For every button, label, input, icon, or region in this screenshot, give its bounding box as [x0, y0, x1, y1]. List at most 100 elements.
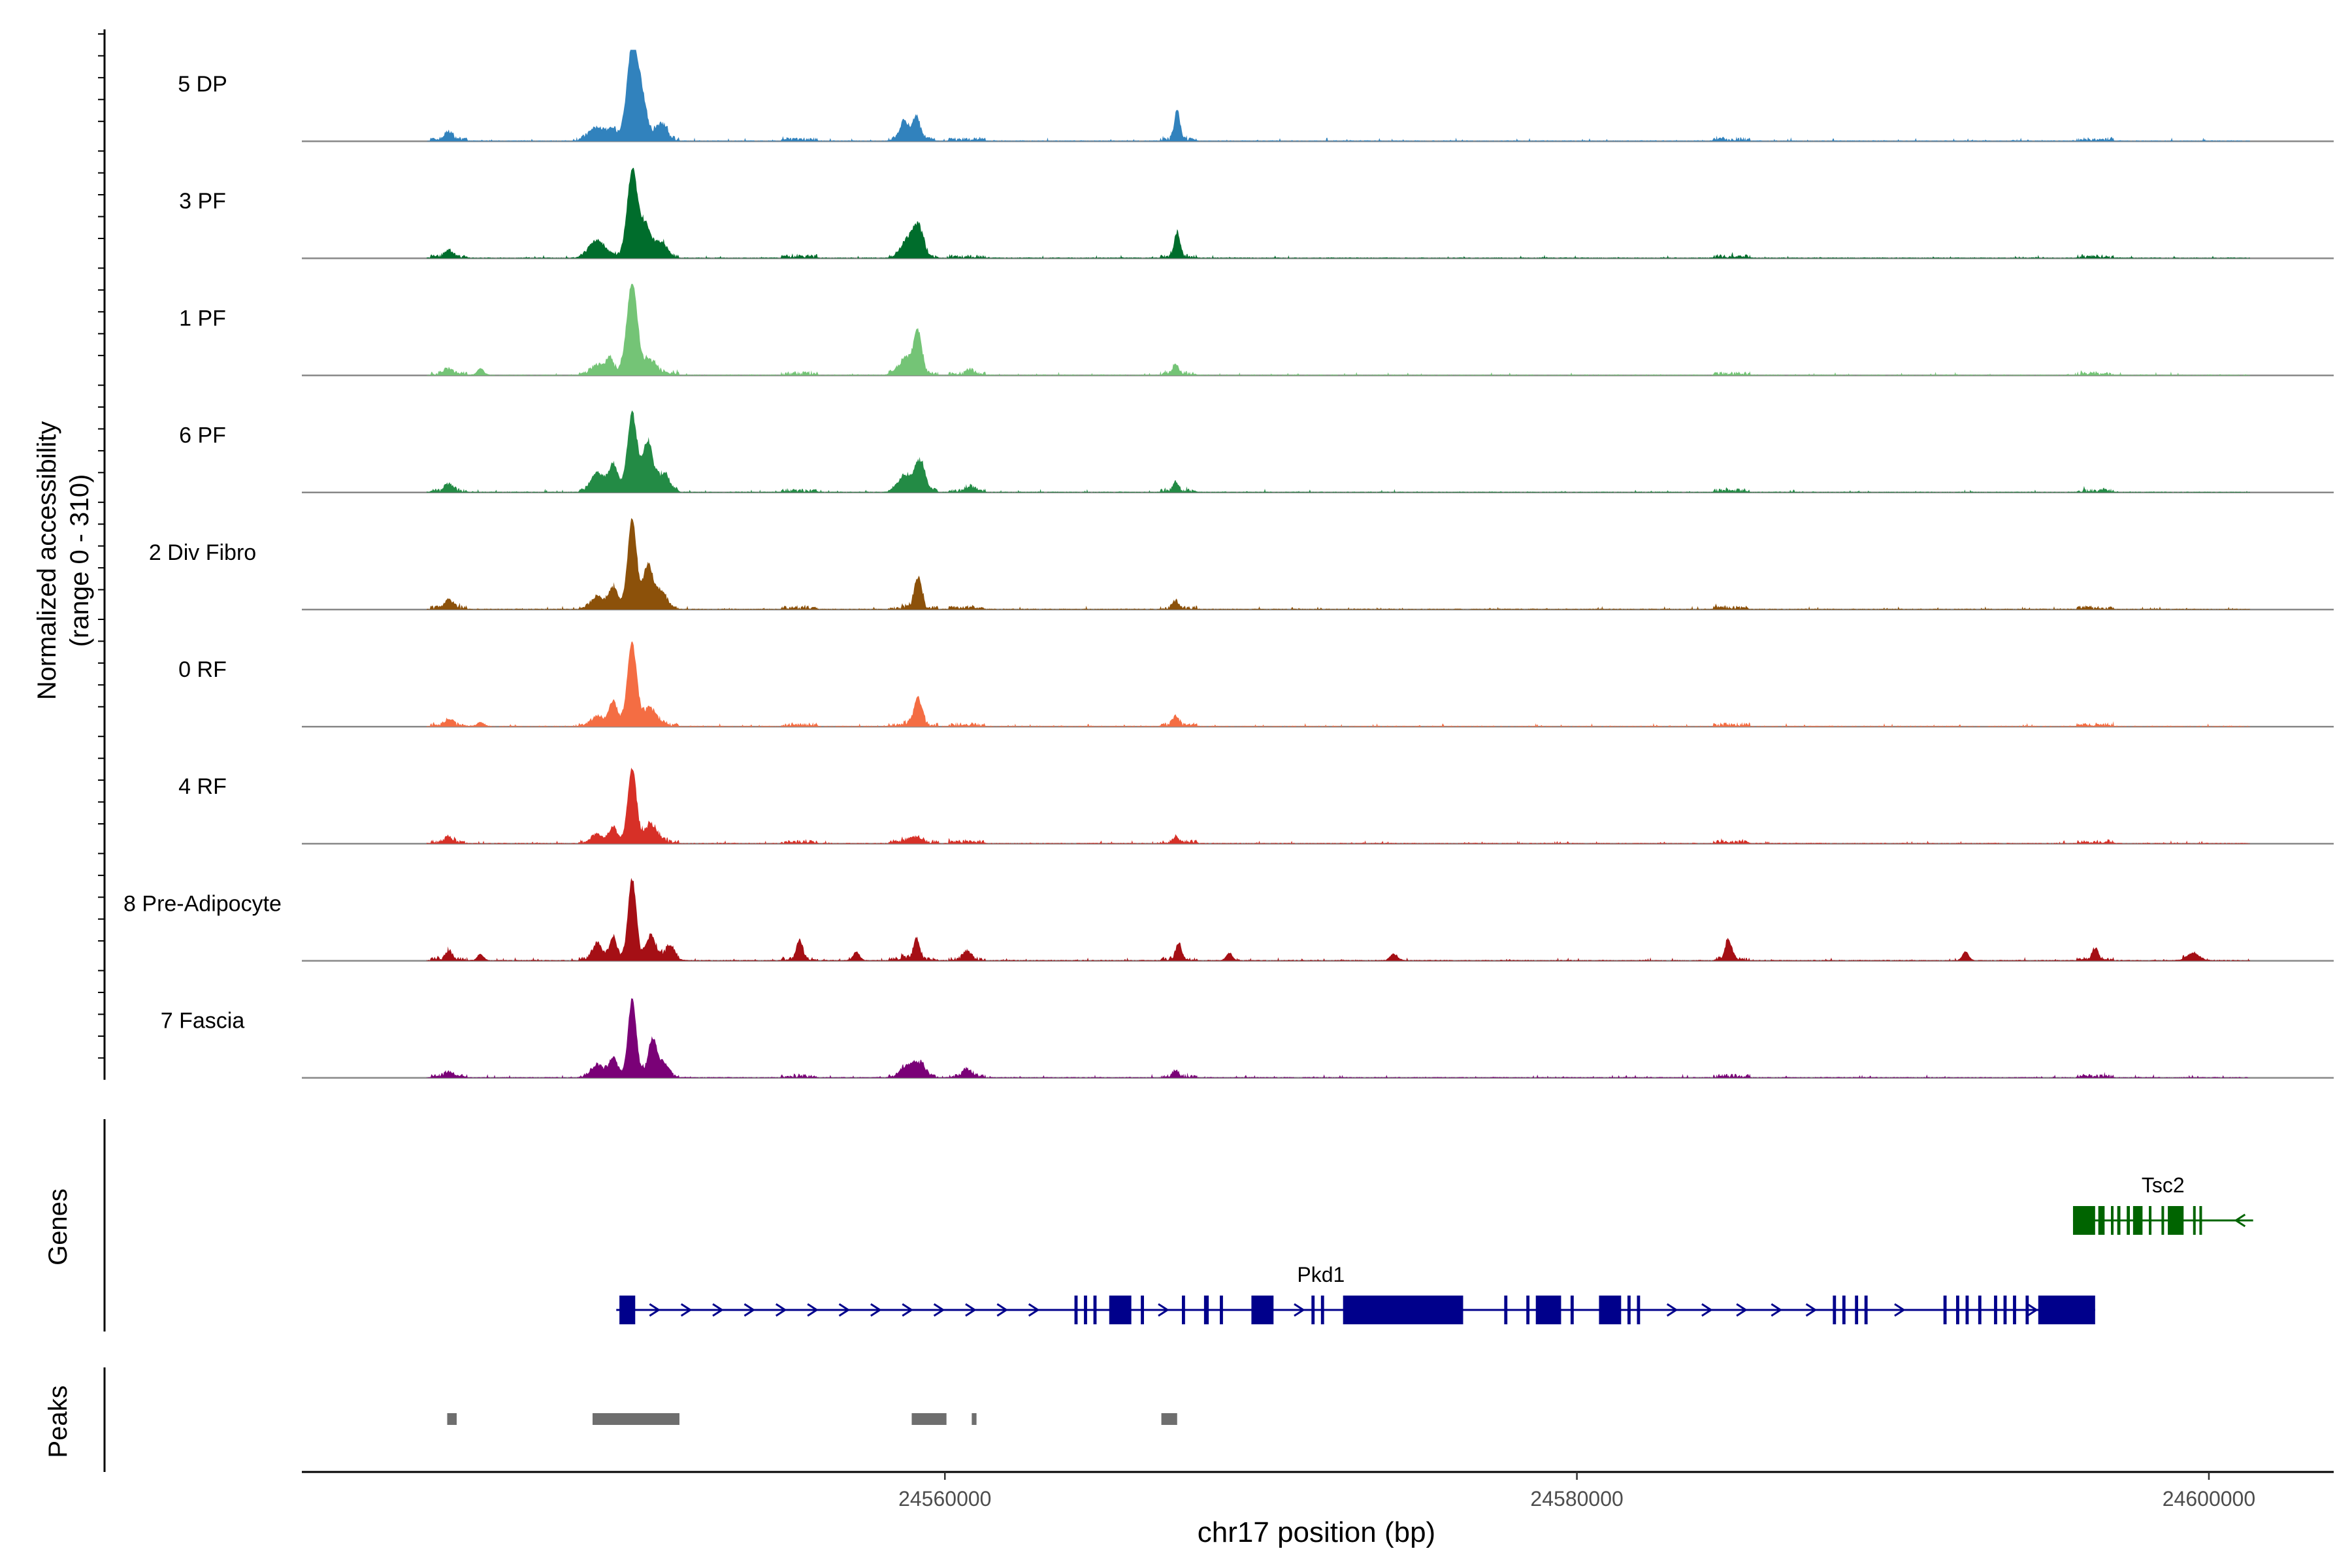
gene-exon — [1251, 1296, 1274, 1324]
gene-exon — [2132, 1206, 2143, 1235]
track-label: 5 DP — [178, 72, 227, 97]
track-label: 0 RF — [178, 657, 227, 682]
gene-strand-arrow — [1294, 1303, 1305, 1317]
gene-exon — [2168, 1206, 2184, 1235]
gene-strand-arrow — [649, 1303, 661, 1317]
gene-strand-arrow — [2027, 1303, 2038, 1317]
gene-exon — [1965, 1296, 1969, 1324]
gene-exon — [1109, 1296, 1132, 1324]
coverage-track: 0 RF — [178, 641, 2334, 728]
gene-strand-arrow — [1771, 1303, 1783, 1317]
coverage-area — [427, 50, 2250, 142]
coverage-area — [427, 410, 2250, 493]
x-axis: chr17 position (bp) 24560000 24580000 2460… — [302, 1471, 2334, 1548]
gene-exon — [2127, 1206, 2131, 1235]
gene-strand-arrow — [1736, 1303, 1748, 1317]
peak-region — [592, 1413, 679, 1425]
gene-strand-arrow — [2234, 1213, 2246, 1228]
gene-exon — [1599, 1296, 1622, 1324]
gene-label: Tsc2 — [2142, 1173, 2185, 1197]
coverage-area — [427, 518, 2250, 610]
gene-exon — [2038, 1296, 2095, 1324]
gene-exon — [1220, 1296, 1223, 1324]
gene-exon — [1570, 1296, 1574, 1324]
peak-region — [1161, 1413, 1177, 1425]
gene-track: Genes Tsc2 Pkd1 — [44, 1119, 2253, 1331]
gene-exon — [1956, 1296, 1959, 1324]
gene-strand-arrow — [1666, 1303, 1678, 1317]
gene-exon — [2072, 1206, 2095, 1235]
coverage-track: 2 Div Fibro — [149, 518, 2334, 611]
coverage-area — [427, 641, 2250, 727]
gene-exon — [1526, 1296, 1530, 1324]
gene: Pkd1 — [616, 1263, 2095, 1324]
y-axis-title: Normalized accessibility (range 0 - 310) — [33, 421, 94, 700]
gene-exon — [2098, 1206, 2105, 1235]
gene-strand-arrow — [1028, 1303, 1040, 1317]
gene-strand-arrow — [965, 1303, 977, 1317]
gene-strand-arrow — [1701, 1303, 1713, 1317]
gene-exon — [2111, 1206, 2114, 1235]
coverage-track: 8 Pre-Adipocyte — [123, 877, 2334, 962]
track-label: 4 RF — [178, 774, 227, 799]
gene-strand-arrow — [743, 1303, 756, 1317]
gene-exon — [1994, 1296, 1997, 1324]
track-label: 8 Pre-Adipocyte — [123, 891, 282, 916]
track-label: 1 PF — [179, 306, 226, 331]
peaks-track-label: Peaks — [44, 1385, 73, 1458]
gene-exon — [1504, 1296, 1508, 1324]
gene-strand-arrow — [933, 1303, 945, 1317]
gene-exon — [1320, 1296, 1324, 1324]
gene-exon — [1535, 1296, 1561, 1324]
coverage-area — [427, 167, 2250, 259]
gene-exon — [1855, 1296, 1859, 1324]
gene-strand-arrow — [1894, 1303, 1906, 1317]
coverage-area — [427, 767, 2250, 844]
gene-strand-arrow — [838, 1303, 851, 1317]
y-axis-title-line1: Normalized accessibility — [33, 421, 61, 700]
peak-region — [447, 1413, 457, 1425]
coverage-track: 1 PF — [179, 284, 2334, 376]
coverage-track: 3 PF — [179, 167, 2334, 259]
gene-exon — [2117, 1206, 2121, 1235]
gene-track-label: Genes — [44, 1188, 73, 1266]
gene-strand-arrow — [807, 1303, 819, 1317]
gene-strand-arrow — [902, 1303, 914, 1317]
gene-exon — [1203, 1296, 1209, 1324]
gene-exon — [1627, 1296, 1631, 1324]
coverage-area — [427, 998, 2250, 1078]
gene-exon — [1084, 1296, 1087, 1324]
x-axis-title: chr17 position (bp) — [1198, 1516, 1435, 1548]
gene-strand-arrow — [712, 1303, 724, 1317]
gene-strand-arrow — [775, 1303, 787, 1317]
gene-exon — [1842, 1296, 1846, 1324]
track-label: 3 PF — [179, 189, 226, 214]
gene-exon — [2199, 1206, 2202, 1235]
gene-exon — [1311, 1296, 1315, 1324]
gene: Tsc2 — [2072, 1173, 2253, 1235]
gene-exon — [2013, 1296, 2016, 1324]
gene-exon — [1864, 1296, 1868, 1324]
gene-exon — [1141, 1296, 1144, 1324]
gene-label: Pkd1 — [1297, 1263, 1345, 1286]
coverage-track: 6 PF — [179, 410, 2334, 494]
track-label: 6 PF — [179, 423, 226, 448]
gene-exon — [2149, 1206, 2152, 1235]
gene-strand-arrow — [870, 1303, 882, 1317]
coverage-area — [427, 284, 2250, 376]
gene-strand-arrow — [1158, 1303, 1169, 1317]
peak-region — [972, 1413, 977, 1425]
gene-exon — [1093, 1296, 1097, 1324]
gene-exon — [619, 1296, 636, 1324]
gene-exon — [2003, 1296, 2007, 1324]
gene-strand-arrow — [1805, 1303, 1818, 1317]
gene-exon — [1343, 1296, 1463, 1324]
gene-exon — [2161, 1206, 2164, 1235]
gene-exon — [1637, 1296, 1641, 1324]
gene-exon — [2025, 1296, 2029, 1324]
gene-exon — [1833, 1296, 1837, 1324]
coverage-track: 7 Fascia — [161, 998, 2334, 1079]
coverage-track: 4 RF — [178, 767, 2334, 845]
gene-strand-arrow — [680, 1303, 693, 1317]
